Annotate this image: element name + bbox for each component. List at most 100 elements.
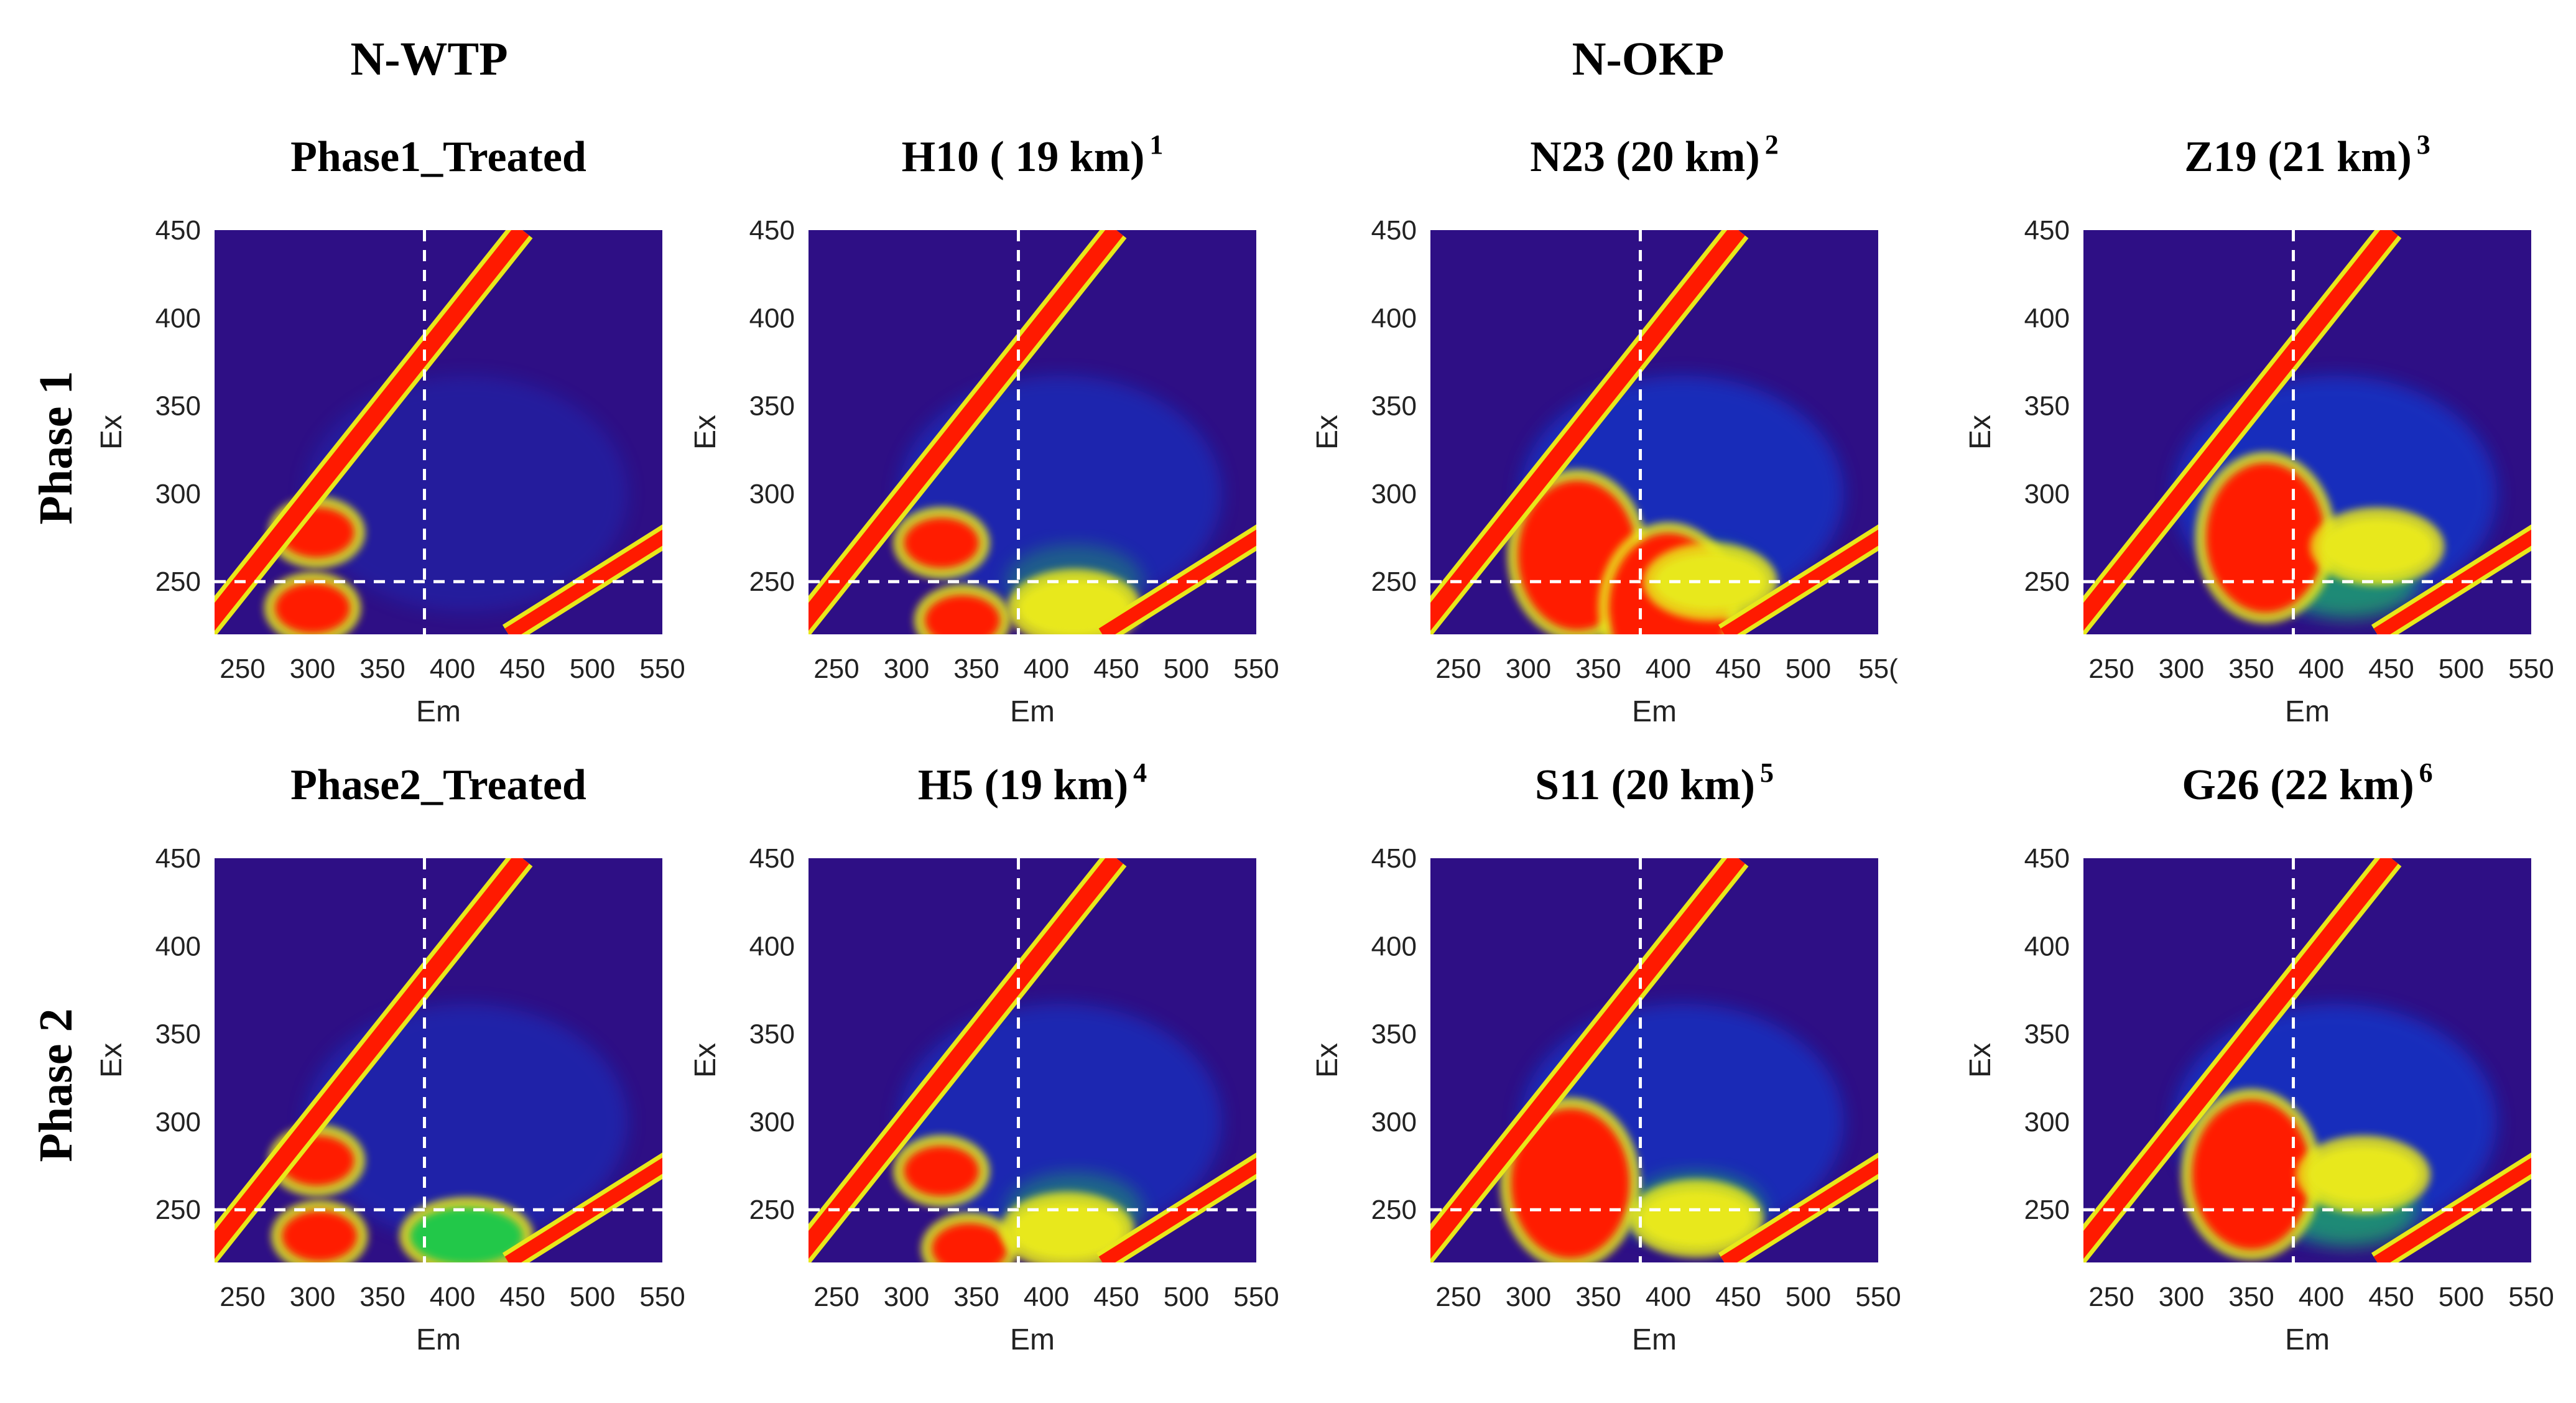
eem-panel-4: Z19 (21 km) 3 250 300 350 400 450 500 550 250 300 3… [1964,129,2554,728]
x-tick-label: 300 [2159,654,2204,684]
y-tick-label: 250 [749,567,795,597]
panel-title: Z19 (21 km) 3 [2184,129,2430,181]
y-tick-label: 400 [2024,931,2070,961]
eem-panel-5: Phase2_Treated 250 300 350 400 450 500 550 250 30… [95,761,685,1356]
y-tick-label: 250 [2024,1195,2070,1225]
x-tick-label: 350 [359,654,405,684]
x-tick-label: 500 [1164,1282,1209,1312]
y-axis-label: Ex [689,1043,722,1078]
x-tick-label: 350 [953,1282,999,1312]
x-tick-label: 350 [2228,1282,2274,1312]
rayleigh-band [808,230,1123,631]
x-tick-label: 500 [570,654,615,684]
y-tick-label: 300 [155,1107,201,1137]
eem-panel-7: S11 (20 km) 5 250 300 350 400 450 500 550 250 300 3… [1311,757,1901,1356]
second-order-band [1098,1157,1256,1262]
y-tick-label: 400 [749,931,795,961]
rayleigh-band [1430,230,1745,631]
x-tick-label: 250 [813,654,859,684]
y-tick-label: 350 [2024,391,2070,422]
x-tick-label: 300 [290,654,335,684]
x-tick-label: 350 [359,1282,405,1312]
panel-title: N23 (20 km) 2 [1530,129,1778,181]
x-tick-label: 400 [1024,1282,1069,1312]
y-axis-label: Ex [1311,415,1344,450]
row-label-phase1: Phase 1 [30,371,82,525]
x-tick-label: 450 [499,1282,545,1312]
y-tick-label: 350 [1371,1019,1417,1050]
y-tick-label: 250 [749,1195,795,1225]
rayleigh-band [808,858,1123,1259]
x-tick-label: 550 [1855,1282,1901,1312]
x-tick-label: 250 [220,1282,265,1312]
x-tick-label: 400 [1646,1282,1691,1312]
x-tick-label: 250 [1435,1282,1481,1312]
x-tick-label: 550 [1233,654,1279,684]
x-tick-label: 400 [430,654,475,684]
peak-red [932,1223,1007,1262]
peak-red [2206,463,2325,613]
x-tick-label: 500 [1786,654,1831,684]
x-tick-label: 550 [2508,1282,2554,1312]
peak-yellow [2307,1146,2419,1203]
x-tick-label: 550 [639,1282,685,1312]
y-tick-label: 400 [155,931,201,961]
x-tick-label: 400 [2299,1282,2344,1312]
peak-yellow [1011,1203,1124,1259]
x-tick-label: 300 [1506,1282,1551,1312]
y-tick-label: 300 [2024,1107,2070,1137]
x-tick-label: 350 [1575,654,1621,684]
peak-yellow [1640,1190,1753,1247]
eem-panel-6: H5 (19 km) 4 250 300 350 400 450 500 550 250 300 35… [689,757,1279,1356]
y-tick-label: 350 [155,391,201,422]
y-axis-label: Ex [1964,1043,1997,1078]
x-tick-label: 400 [1646,654,1691,684]
peak-red [904,518,979,568]
plot-area [1430,230,1878,634]
eem-panel-8: G26 (22 km) 6 250 300 350 400 450 500 550 250 300 3… [1964,757,2554,1356]
panel-title: G26 (22 km) 6 [2182,757,2432,809]
x-tick-label: 500 [2439,654,2484,684]
y-axis-label: Ex [1311,1043,1344,1078]
x-tick-label: 550 [1233,1282,1279,1312]
rayleigh-band [215,230,529,631]
rayleigh-band [1430,858,1745,1259]
x-tick-label: 250 [813,1282,859,1312]
x-axis-label: Em [1010,1323,1055,1356]
y-tick-label: 450 [1371,215,1417,246]
group-header-nwtp: N-WTP [350,33,507,85]
y-tick-label: 350 [1371,391,1417,422]
plot-area [2083,858,2531,1262]
x-tick-label: 250 [2088,1282,2134,1312]
y-tick-label: 450 [1371,843,1417,874]
y-tick-label: 350 [2024,1019,2070,1050]
y-tick-label: 400 [1371,303,1417,333]
group-header-nokp: N-OKP [1572,33,1725,85]
panel-title: H5 (19 km) 4 [918,757,1147,809]
x-tick-label: 450 [1093,1282,1139,1312]
x-tick-label: 400 [1024,654,1069,684]
second-order-band [1720,1157,1878,1262]
x-tick-label: 500 [570,1282,615,1312]
x-tick-label: 450 [2368,654,2414,684]
x-tick-label: 250 [1435,654,1481,684]
y-tick-label: 300 [2024,479,2070,509]
y-tick-label: 300 [155,479,201,509]
panel-title: Phase2_Treated [290,761,586,809]
x-tick-label: 350 [1575,1282,1621,1312]
row-label-phase2: Phase 2 [30,1009,82,1162]
peak-red [2192,1100,2310,1249]
y-tick-label: 300 [749,479,795,509]
peak-yellow [1018,580,1131,634]
x-tick-label: 300 [884,654,929,684]
y-tick-label: 450 [749,215,795,246]
plot-area [2083,230,2531,634]
y-axis-label: Ex [689,415,722,450]
eem-panel-3: N23 (20 km) 2 250 300 350 400 450 500 55(250 300 3… [1311,129,1898,728]
y-tick-label: 450 [2024,843,2070,874]
x-tick-label: 450 [2368,1282,2414,1312]
eem-panel-2: H10 ( 19 km) 1 250 300 350 400 450 500 550 250 300… [689,129,1279,728]
y-tick-label: 350 [749,1019,795,1050]
y-tick-label: 400 [749,303,795,333]
